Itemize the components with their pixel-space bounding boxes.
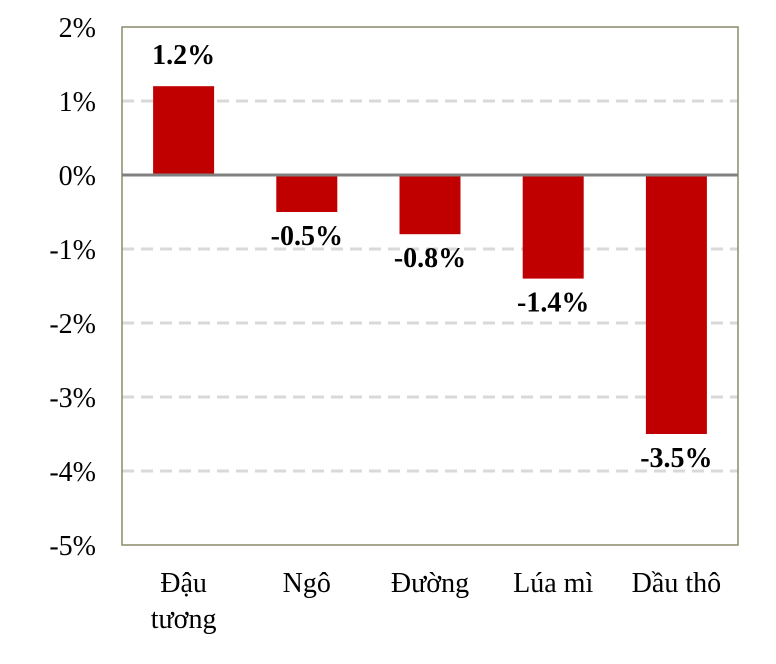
y-tick-label: 1% [59,87,96,118]
y-tick-label: -1% [49,235,96,266]
data-label: -0.8% [394,243,466,274]
y-tick-label: 0% [59,161,96,192]
x-tick-label: Dầu thô [632,568,721,599]
x-tick-label: Đường [391,568,469,599]
y-tick-label: 2% [59,13,96,44]
y-tick-label: -3% [49,383,96,414]
x-tick-label: Đậu tương [151,568,217,635]
bar [276,175,338,212]
data-label: -0.5% [271,221,343,252]
bar [645,175,707,434]
x-tick-label: Ngô [283,568,331,599]
bar [522,175,584,279]
y-tick-label: -5% [49,531,96,562]
bars-layer [153,86,707,434]
x-tick-label: Lúa mì [513,568,593,599]
labels-layer: 2% 1% 0% -1% -2% -3% -4% -5% 1.2% Đậu tương -0.5% Ng… [49,13,721,635]
data-label: 1.2% [152,40,215,71]
axes-layer [121,26,739,546]
y-tick-label: -2% [49,309,96,340]
data-label: -1.4% [517,288,589,319]
data-label: -3.5% [640,443,712,474]
bar [153,86,215,175]
grid-layer [122,99,738,473]
bar [399,175,461,235]
plot-frame [121,26,739,546]
y-tick-label: -4% [49,457,96,488]
